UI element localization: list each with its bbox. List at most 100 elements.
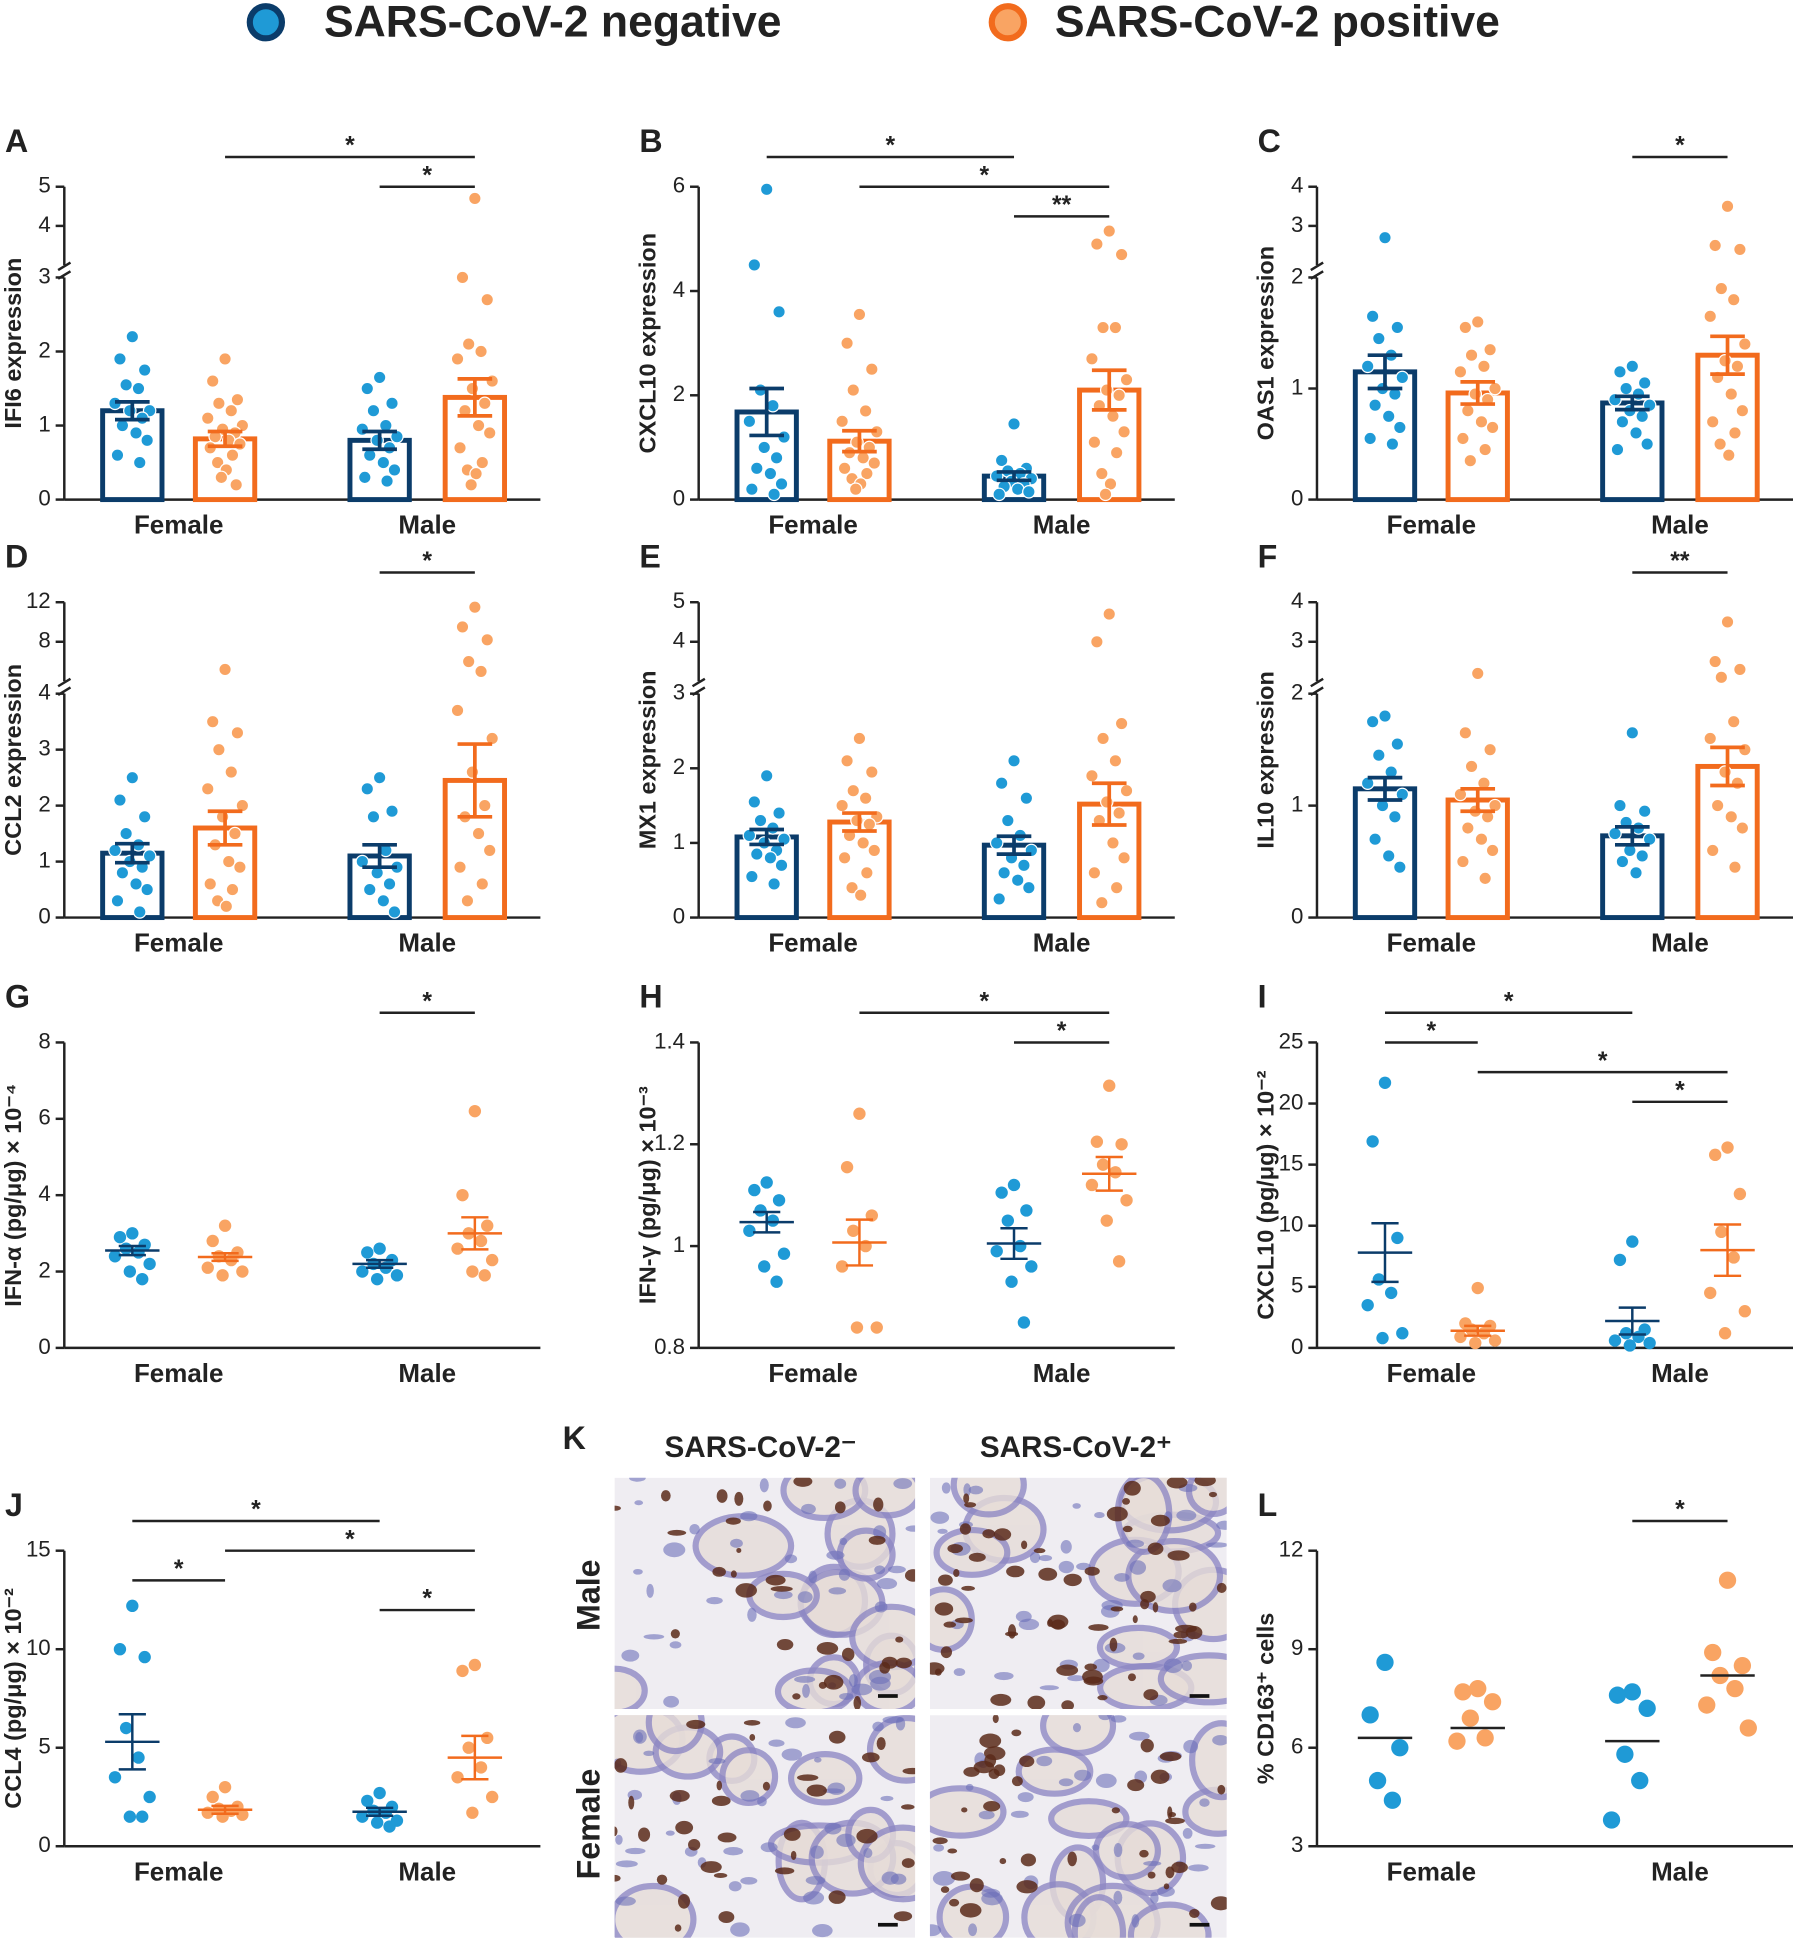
nucleus (933, 1844, 945, 1852)
data-point (143, 1790, 156, 1804)
stained-cell (947, 1543, 963, 1554)
axis-break (57, 677, 72, 688)
data-point (366, 810, 381, 824)
stained-cell (861, 1752, 880, 1763)
data-point (1395, 370, 1410, 385)
data-point (1613, 1253, 1627, 1267)
data-point (1708, 238, 1722, 253)
nucleus (625, 1847, 646, 1855)
stained-cell (1171, 1861, 1188, 1874)
data-point (856, 451, 870, 465)
data-point (387, 905, 402, 919)
stained-cell (834, 1501, 846, 1514)
data-point (1102, 607, 1117, 621)
panel-letter: B (639, 123, 662, 159)
data-point (376, 893, 391, 908)
nucleus (730, 1538, 743, 1548)
stained-cell (953, 1569, 960, 1577)
stained-cell (783, 1827, 801, 1841)
nucleus (887, 1565, 906, 1574)
data-point (994, 453, 1009, 468)
data-point (1488, 381, 1502, 396)
data-point (1109, 1166, 1122, 1179)
stained-cell (949, 1898, 960, 1907)
y-tick-label: 12 (1279, 1537, 1304, 1562)
data-point (772, 1194, 786, 1207)
data-point (989, 836, 1004, 850)
data-point (1458, 726, 1473, 740)
data-point (390, 1269, 404, 1282)
significance-label: * (422, 988, 432, 1015)
data-point (1478, 871, 1492, 886)
stained-cell (734, 1491, 744, 1506)
nucleus (1010, 1810, 1029, 1818)
data-point (1109, 880, 1124, 895)
significance-label: * (980, 162, 990, 189)
data-point (1477, 359, 1491, 374)
data-point (1735, 821, 1750, 835)
stained-cell (1165, 1866, 1175, 1879)
data-point (772, 305, 786, 319)
data-point (1733, 242, 1747, 257)
data-point (360, 381, 375, 396)
stained-cell (762, 1781, 770, 1791)
stained-cell (1122, 1525, 1133, 1533)
data-point (759, 182, 774, 197)
data-point (200, 782, 215, 796)
stained-cell (1163, 1883, 1170, 1890)
data-point (210, 455, 225, 470)
nucleus (633, 1568, 643, 1575)
nucleus (876, 1577, 898, 1590)
data-point (1376, 1331, 1389, 1345)
data-point (451, 1771, 464, 1784)
x-tick-label: Male (1033, 510, 1091, 540)
data-point (480, 292, 495, 307)
stained-cell (806, 1784, 827, 1797)
nucleus (646, 1583, 654, 1598)
data-point (1640, 437, 1654, 451)
data-point (1381, 409, 1396, 424)
data-point (847, 1224, 860, 1237)
histology-image (929, 1477, 1227, 1709)
data-point (1087, 435, 1102, 450)
data-point (1708, 654, 1722, 669)
nucleus (1091, 1844, 1100, 1851)
stained-cell (988, 1768, 1000, 1780)
x-tick-label: Male (1033, 928, 1091, 958)
data-point (1726, 292, 1741, 307)
nucleus (965, 1783, 974, 1791)
data-point (852, 307, 867, 322)
data-point (1100, 1214, 1113, 1227)
data-point (1704, 1643, 1722, 1662)
stained-cell (1027, 1695, 1046, 1709)
significance-label: * (1504, 988, 1514, 1015)
data-point (456, 1188, 469, 1202)
x-tick-label: Male (398, 1358, 456, 1388)
y-tick-label: 0 (38, 903, 50, 928)
nucleus (827, 1782, 846, 1795)
data-point (1099, 383, 1114, 397)
data-point (1715, 1225, 1728, 1239)
data-point (474, 664, 488, 679)
data-point (1726, 1679, 1744, 1698)
data-point (385, 396, 399, 411)
y-tick-label: 3 (38, 263, 50, 288)
data-point (1718, 765, 1732, 779)
data-point (1735, 403, 1750, 418)
y-tick-label: 15 (1279, 1151, 1304, 1176)
nucleus (839, 1537, 848, 1546)
y-tick-label: 0 (38, 485, 50, 510)
data-point (1384, 1286, 1398, 1300)
nucleus (893, 1478, 913, 1490)
stained-cell (711, 1795, 731, 1807)
x-tick-label: Male (1651, 1856, 1709, 1886)
data-point (1096, 731, 1110, 746)
stained-cell (1020, 1853, 1037, 1867)
data-point (236, 1808, 249, 1821)
data-point (992, 892, 1006, 906)
data-point (132, 905, 147, 919)
data-point (1705, 843, 1720, 858)
data-point (382, 877, 397, 891)
data-point (1476, 1729, 1494, 1747)
stained-cell (656, 1874, 668, 1885)
